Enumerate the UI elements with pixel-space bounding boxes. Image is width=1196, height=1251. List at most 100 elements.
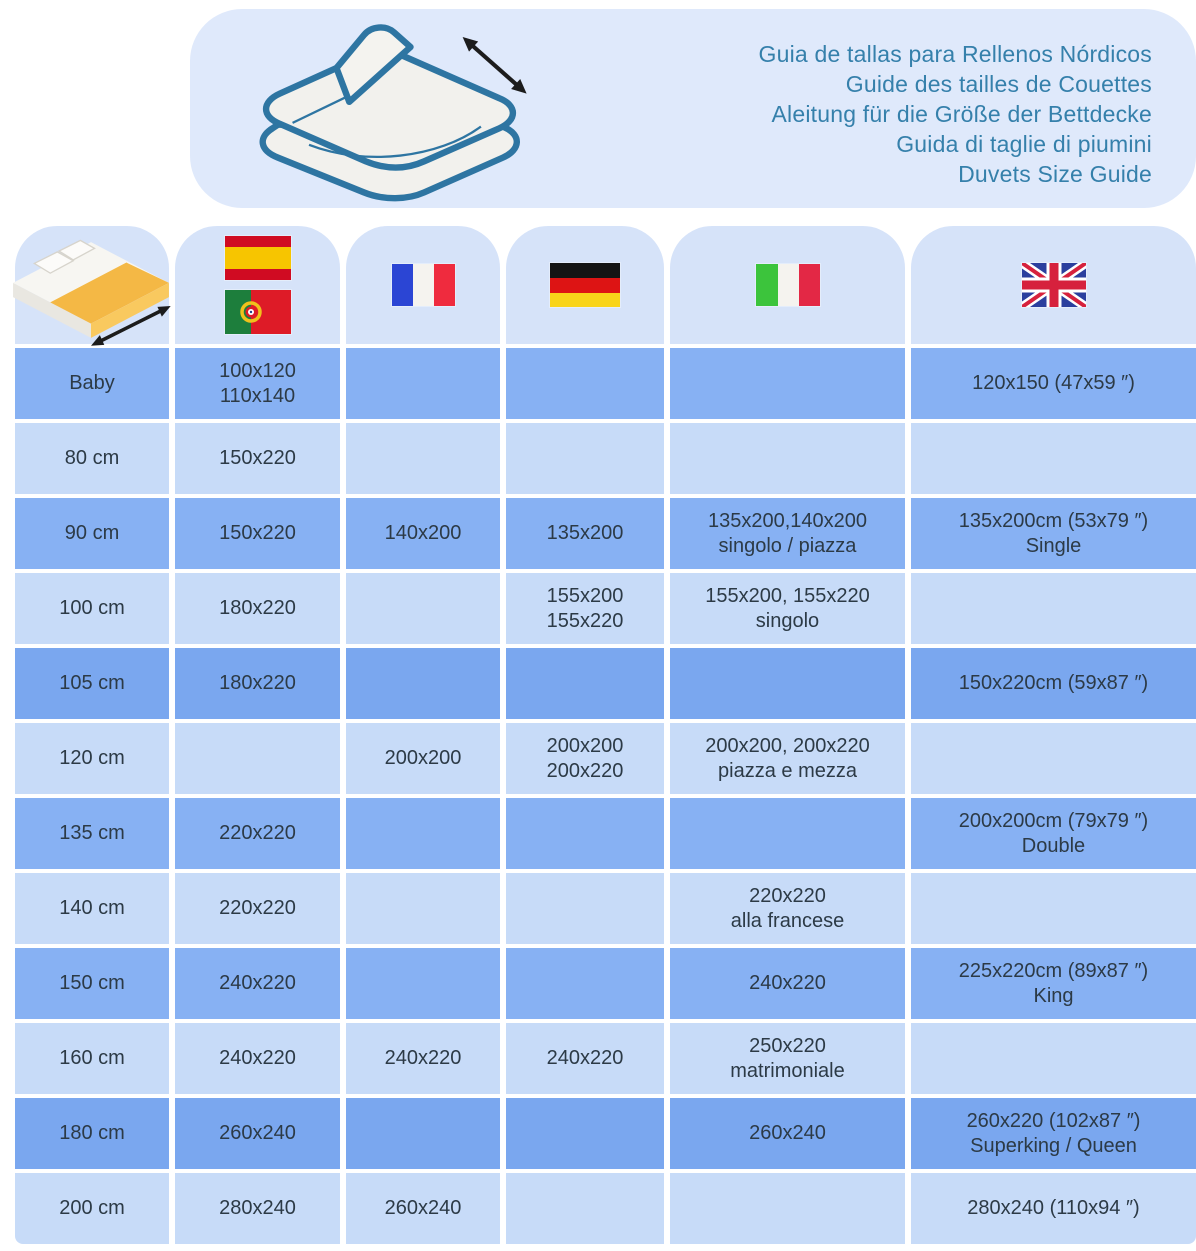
- row-label: 90 cm: [15, 498, 169, 569]
- table-cell: 260x240: [346, 1173, 500, 1244]
- table-cell: 135x200: [506, 498, 664, 569]
- table-cell: 225x220cm (89x87 ″) King: [911, 948, 1196, 1019]
- table-cell: 250x220 matrimoniale: [670, 1023, 905, 1094]
- table-cell: [506, 798, 664, 869]
- table-cell: [911, 723, 1196, 794]
- spain-portugal-flags: [224, 236, 291, 334]
- table-cell: 240x220: [346, 1023, 500, 1094]
- table-cell: 150x220: [175, 498, 340, 569]
- table-cell: 240x220: [175, 948, 340, 1019]
- table-cell: 240x220: [506, 1023, 664, 1094]
- bed-size-icon: [2, 228, 180, 352]
- column-header-spain-portugal: [175, 226, 340, 344]
- table-cell: [670, 648, 905, 719]
- table-cell: [670, 423, 905, 494]
- table-row: 80 cm 150x220: [15, 423, 1196, 494]
- column-header-united-kingdom: [911, 226, 1196, 344]
- table-row: 160 cm 240x220 240x220 240x220 250x220 m…: [15, 1023, 1196, 1094]
- column-header-bed: [13, 226, 171, 346]
- table-cell: [346, 423, 500, 494]
- table-cell: 135x200,140x200 singolo / piazza: [670, 498, 905, 569]
- table-cell: 200x200, 200x220 piazza e mezza: [670, 723, 905, 794]
- column-header-france: [346, 226, 500, 344]
- table-cell: [911, 573, 1196, 644]
- table-cell: 100x120 110x140: [175, 348, 340, 419]
- table-cell: [506, 348, 664, 419]
- title-line-english: Duvets Size Guide: [958, 161, 1152, 187]
- table-cell: [346, 648, 500, 719]
- table-cell: [506, 948, 664, 1019]
- table-cell: 180x220: [175, 648, 340, 719]
- germany-flag: [550, 263, 620, 307]
- row-label: 100 cm: [15, 573, 169, 644]
- uk-flag: [1021, 263, 1086, 307]
- table-cell: [346, 948, 500, 1019]
- table-cell: [670, 798, 905, 869]
- table-cell: 150x220cm (59x87 ″): [911, 648, 1196, 719]
- table-cell: 200x200cm (79x79 ″) Double: [911, 798, 1196, 869]
- italy-flag: [755, 264, 820, 306]
- table-cell: [346, 348, 500, 419]
- table-row: 90 cm 150x220 140x200 135x200 135x200,14…: [15, 498, 1196, 569]
- table-cell: [670, 348, 905, 419]
- table-cell: 140x200: [346, 498, 500, 569]
- table-cell: 260x240: [670, 1098, 905, 1169]
- row-label: 135 cm: [15, 798, 169, 869]
- table-row: 140 cm 220x220 220x220 alla francese: [15, 873, 1196, 944]
- row-label: Baby: [15, 348, 169, 419]
- table-cell: [506, 1173, 664, 1244]
- table-row: 105 cm 180x220 150x220cm (59x87 ″): [15, 648, 1196, 719]
- table-cell: [346, 1098, 500, 1169]
- header-panel: Guia de tallas para Rellenos Nórdicos Gu…: [190, 9, 1196, 208]
- table-row: 100 cm 180x220 155x200 155x220 155x200, …: [15, 573, 1196, 644]
- table-cell: 200x200 200x220: [506, 723, 664, 794]
- title-line-french: Guide des tailles de Couettes: [845, 71, 1152, 97]
- spain-flag: [224, 236, 291, 280]
- table-cell: [911, 1023, 1196, 1094]
- column-header-italy: [670, 226, 905, 344]
- table-cell: 155x200 155x220: [506, 573, 664, 644]
- table-cell: 220x220: [175, 798, 340, 869]
- table-cell: [911, 423, 1196, 494]
- portugal-flag: [224, 290, 291, 334]
- size-table: Baby 100x120 110x140 120x150 (47x59 ″) 8…: [15, 348, 1196, 1244]
- row-label: 105 cm: [15, 648, 169, 719]
- row-label: 120 cm: [15, 723, 169, 794]
- table-cell: 240x220: [670, 948, 905, 1019]
- table-row: 180 cm 260x240 260x240 260x220 (102x87 ″…: [15, 1098, 1196, 1169]
- table-cell: 260x240: [175, 1098, 340, 1169]
- column-header-germany: [506, 226, 664, 344]
- row-label: 200 cm: [15, 1173, 169, 1244]
- table-cell: 280x240: [175, 1173, 340, 1244]
- table-cell: 135x200cm (53x79 ″) Single: [911, 498, 1196, 569]
- table-cell: 180x220: [175, 573, 340, 644]
- table-cell: 280x240 (110x94 ″): [911, 1173, 1196, 1244]
- title-line-german: Aleitung für die Größe der Bettdecke: [771, 101, 1152, 127]
- row-label: 180 cm: [15, 1098, 169, 1169]
- table-cell: 120x150 (47x59 ″): [911, 348, 1196, 419]
- table-row: Baby 100x120 110x140 120x150 (47x59 ″): [15, 348, 1196, 419]
- table-row: 135 cm 220x220 200x200cm (79x79 ″) Doubl…: [15, 798, 1196, 869]
- row-label: 80 cm: [15, 423, 169, 494]
- france-flag: [391, 264, 455, 306]
- table-row: 120 cm 200x200 200x200 200x220 200x200, …: [15, 723, 1196, 794]
- table-row: 150 cm 240x220 240x220 225x220cm (89x87 …: [15, 948, 1196, 1019]
- title-line-spanish: Guia de tallas para Rellenos Nórdicos: [758, 41, 1152, 67]
- title-line-italian: Guida di taglie di piumini: [896, 131, 1152, 157]
- table-cell: [506, 423, 664, 494]
- table-cell: 155x200, 155x220 singolo: [670, 573, 905, 644]
- table-cell: 260x220 (102x87 ″) Superking / Queen: [911, 1098, 1196, 1169]
- table-row: 200 cm 280x240 260x240 280x240 (110x94 ″…: [15, 1173, 1196, 1244]
- row-label: 140 cm: [15, 873, 169, 944]
- table-cell: [911, 873, 1196, 944]
- table-cell: 220x220: [175, 873, 340, 944]
- table-cell: [346, 798, 500, 869]
- table-cell: [506, 648, 664, 719]
- table-cell: [175, 723, 340, 794]
- title-block: Guia de tallas para Rellenos Nórdicos Gu…: [759, 39, 1153, 189]
- table-cell: 220x220 alla francese: [670, 873, 905, 944]
- table-cell: [346, 873, 500, 944]
- table-cell: 240x220: [175, 1023, 340, 1094]
- table-cell: 200x200: [346, 723, 500, 794]
